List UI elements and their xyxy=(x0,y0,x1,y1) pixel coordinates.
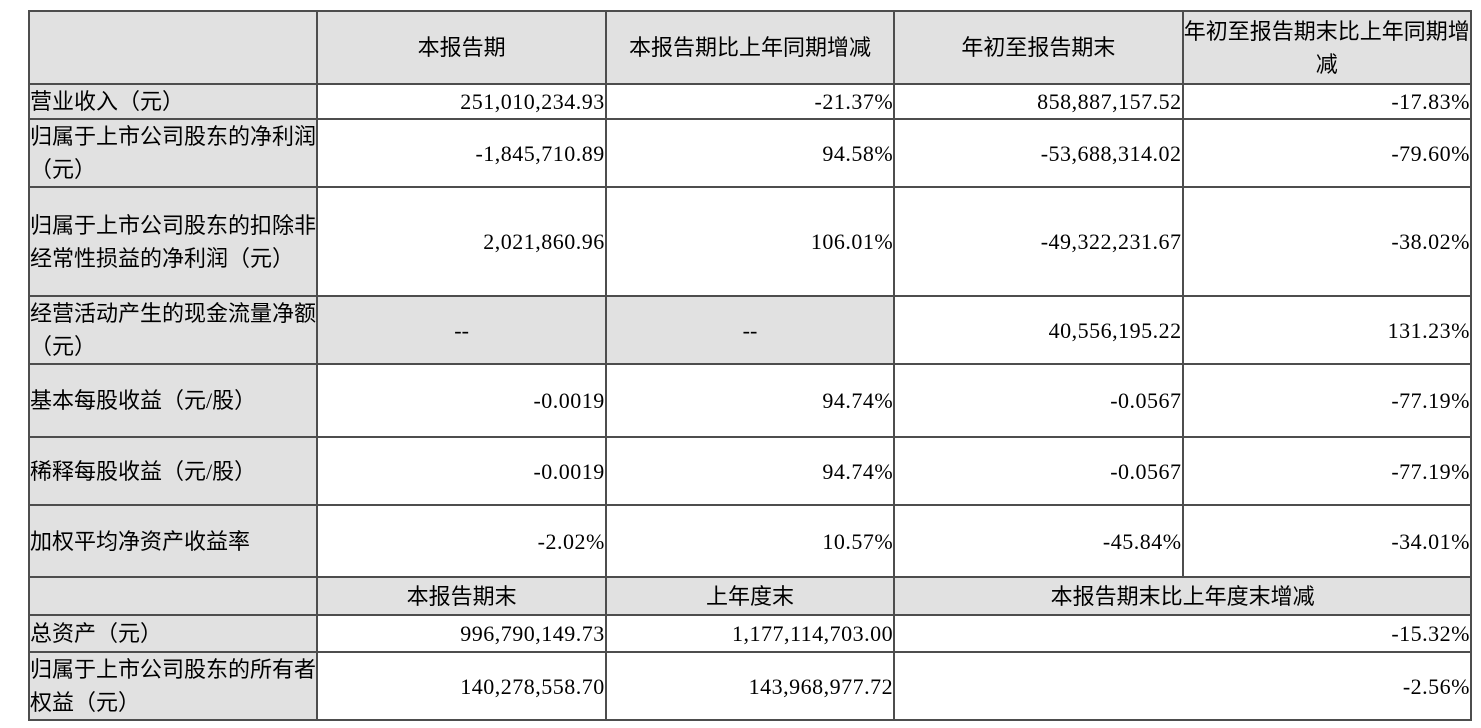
table-row-basic-eps: 基本每股收益（元/股） -0.0019 94.74% -0.0567 -77.1… xyxy=(27,363,1473,438)
cell-year-to-date-yoy: -34.01% xyxy=(1181,504,1473,578)
table-header-row-period: 本报告期 本报告期比上年同期增减 年初至报告期末 年初至报告期末比上年同期增减 xyxy=(27,10,1473,85)
cell-year-to-date-yoy: -77.19% xyxy=(1181,363,1473,438)
cell-year-to-date: -49,322,231.67 xyxy=(893,186,1184,297)
cell-year-to-date: 40,556,195.22 xyxy=(893,295,1184,365)
cell-year-to-date: -0.0567 xyxy=(893,436,1184,506)
header-current-period-yoy-change: 本报告期比上年同期增减 xyxy=(604,10,896,85)
row-label: 基本每股收益（元/股） xyxy=(27,363,319,438)
row-label: 归属于上市公司股东的扣除非经常性损益的净利润（元） xyxy=(27,186,319,297)
header-change-vs-prior-year-end: 本报告期末比上年度末增减 xyxy=(893,576,1472,616)
cell-current-period: -1,845,710.89 xyxy=(316,118,607,188)
header2-corner-cell xyxy=(27,576,319,616)
row-label: 经营活动产生的现金流量净额（元） xyxy=(27,295,319,365)
row-label: 稀释每股收益（元/股） xyxy=(27,436,319,506)
cell-year-to-date: -0.0567 xyxy=(893,363,1184,438)
table-row-net-profit-excl-nonrecurring: 归属于上市公司股东的扣除非经常性损益的净利润（元） 2,021,860.96 1… xyxy=(27,186,1473,297)
cell-current-period-yoy: 106.01% xyxy=(604,186,896,297)
row-label: 归属于上市公司股东的净利润（元） xyxy=(27,118,319,188)
cell-current-period-yoy: 94.74% xyxy=(604,363,896,438)
row-label: 营业收入（元） xyxy=(27,83,319,120)
cell-current-period-yoy: 10.57% xyxy=(604,504,896,578)
cell-end-of-period: 996,790,149.73 xyxy=(316,614,607,653)
cell-current-period-yoy: 94.58% xyxy=(604,118,896,188)
table-row-diluted-eps: 稀释每股收益（元/股） -0.0019 94.74% -0.0567 -77.1… xyxy=(27,436,1473,506)
cell-current-period-yoy-na: -- xyxy=(604,295,896,365)
cell-end-of-period: 140,278,558.70 xyxy=(316,651,607,721)
cell-end-of-prior-year: 143,968,977.72 xyxy=(604,651,896,721)
row-label: 归属于上市公司股东的所有者权益（元） xyxy=(27,651,319,721)
cell-year-to-date-yoy: -79.60% xyxy=(1181,118,1473,188)
cell-current-period: 2,021,860.96 xyxy=(316,186,607,297)
cell-change-vs-prior-year-end: -15.32% xyxy=(893,614,1472,653)
table-row-net-profit-attributable: 归属于上市公司股东的净利润（元） -1,845,710.89 94.58% -5… xyxy=(27,118,1473,188)
financial-summary-table: 本报告期 本报告期比上年同期增减 年初至报告期末 年初至报告期末比上年同期增减 … xyxy=(27,10,1473,721)
cell-current-period-na: -- xyxy=(316,295,607,365)
table-row-operating-cash-flow: 经营活动产生的现金流量净额（元） -- -- 40,556,195.22 131… xyxy=(27,295,1473,365)
cell-year-to-date: 858,887,157.52 xyxy=(893,83,1184,120)
cell-year-to-date-yoy: 131.23% xyxy=(1181,295,1473,365)
cell-end-of-prior-year: 1,177,114,703.00 xyxy=(604,614,896,653)
cell-current-period-yoy: -21.37% xyxy=(604,83,896,120)
row-label: 加权平均净资产收益率 xyxy=(27,504,319,578)
header-current-period: 本报告期 xyxy=(316,10,607,85)
cell-current-period: -0.0019 xyxy=(316,363,607,438)
cell-year-to-date-yoy: -38.02% xyxy=(1181,186,1473,297)
header-year-to-date: 年初至报告期末 xyxy=(893,10,1184,85)
table-row-weighted-avg-roe: 加权平均净资产收益率 -2.02% 10.57% -45.84% -34.01% xyxy=(27,504,1473,578)
cell-year-to-date: -45.84% xyxy=(893,504,1184,578)
cell-year-to-date-yoy: -77.19% xyxy=(1181,436,1473,506)
table-row-total-assets: 总资产（元） 996,790,149.73 1,177,114,703.00 -… xyxy=(27,614,1472,653)
row-label: 总资产（元） xyxy=(27,614,319,653)
header-year-to-date-yoy-change: 年初至报告期末比上年同期增减 xyxy=(1181,10,1473,85)
header-end-of-prior-year: 上年度末 xyxy=(604,576,896,616)
cell-current-period: -2.02% xyxy=(316,504,607,578)
table-header-row-period-end: 本报告期末 上年度末 本报告期末比上年度末增减 xyxy=(27,576,1472,616)
cell-current-period: -0.0019 xyxy=(316,436,607,506)
cell-year-to-date-yoy: -17.83% xyxy=(1181,83,1473,120)
table-row-equity-attributable: 归属于上市公司股东的所有者权益（元） 140,278,558.70 143,96… xyxy=(27,651,1472,721)
cell-current-period-yoy: 94.74% xyxy=(604,436,896,506)
header-end-of-period: 本报告期末 xyxy=(316,576,607,616)
header-corner-cell xyxy=(27,10,319,85)
table-row-operating-revenue: 营业收入（元） 251,010,234.93 -21.37% 858,887,1… xyxy=(27,83,1473,120)
cell-change-vs-prior-year-end: -2.56% xyxy=(893,651,1472,721)
cell-current-period: 251,010,234.93 xyxy=(316,83,607,120)
cell-year-to-date: -53,688,314.02 xyxy=(893,118,1184,188)
